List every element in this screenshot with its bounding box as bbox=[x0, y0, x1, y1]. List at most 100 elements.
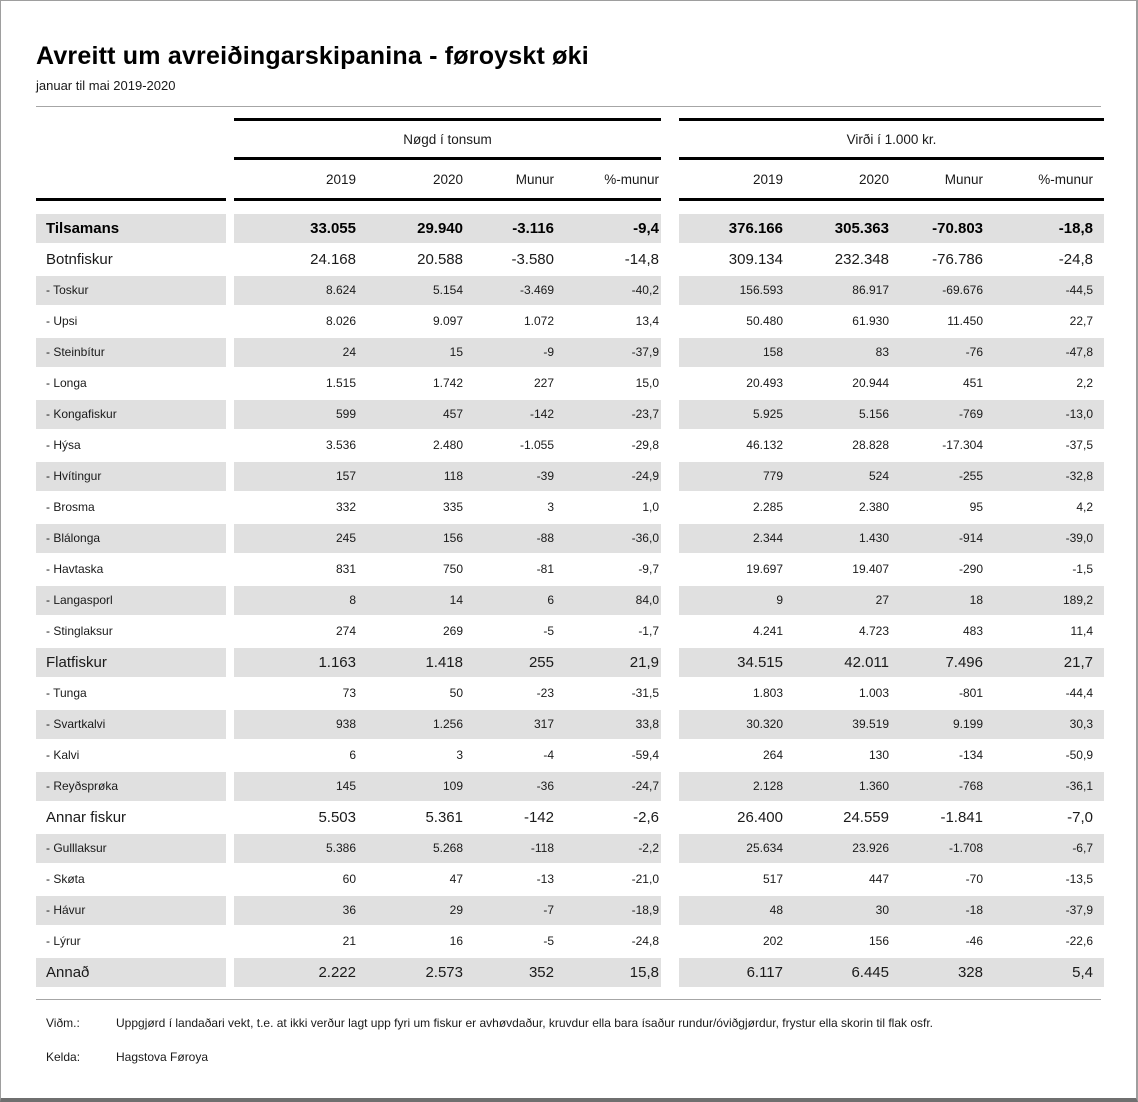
cell: 1.515 bbox=[325, 376, 356, 390]
header-gap bbox=[226, 118, 234, 201]
row-gap bbox=[226, 710, 234, 739]
row-gap bbox=[226, 648, 234, 677]
table-header: Nøgd í tonsum 2019 2020 Munur %-munur Vi… bbox=[36, 118, 1104, 201]
cell: 20.588 bbox=[417, 251, 463, 268]
cell: 24 bbox=[342, 345, 356, 359]
row-values-value: 779 524 -255 -32,8 bbox=[679, 462, 1104, 491]
cell: -1.055 bbox=[519, 438, 554, 452]
cell: 36 bbox=[342, 903, 356, 917]
cell: 227 bbox=[533, 376, 554, 390]
cell: -18 bbox=[965, 903, 983, 917]
row-values-value: 264 130 -134 -50,9 bbox=[679, 741, 1104, 770]
cell: 5.268 bbox=[432, 841, 463, 855]
cell: -3.469 bbox=[519, 283, 554, 297]
cell: -134 bbox=[958, 748, 983, 762]
row-gap bbox=[226, 369, 234, 398]
table-row: - Langasporl 8 14 6 84,0 9 27 18 189,2 bbox=[36, 586, 1104, 615]
cell: -24,7 bbox=[631, 779, 659, 793]
row-values-tons: 332 335 3 1,0 bbox=[234, 493, 661, 522]
cell: -47,8 bbox=[1065, 345, 1093, 359]
column-header: 2019 bbox=[325, 172, 356, 187]
cell: -13 bbox=[536, 872, 554, 886]
group-label-value: Virði í 1.000 kr. bbox=[679, 121, 1104, 160]
cell: -6,7 bbox=[1072, 841, 1093, 855]
table-row: - Longa 1.515 1.742 227 15,0 20.493 20.944 451 2… bbox=[36, 369, 1101, 398]
row-gap bbox=[226, 307, 234, 336]
row-label: - Upsi bbox=[46, 314, 78, 328]
row-gap bbox=[661, 276, 679, 305]
table-row: - Lýrur 21 16 -5 -24,8 202 156 -46 -22,6 bbox=[36, 927, 1101, 956]
cell: -2,2 bbox=[638, 841, 659, 855]
cell: 2.573 bbox=[425, 964, 463, 981]
row-gap bbox=[226, 276, 234, 305]
footnote-row: Viðm.: Uppgjørd í landaðari vekt, t.e. a… bbox=[36, 1016, 1101, 1031]
cell: 23.926 bbox=[852, 841, 889, 855]
row-gap bbox=[661, 834, 679, 863]
row-gap bbox=[226, 524, 234, 553]
cell: 21,7 bbox=[1063, 654, 1093, 671]
cell: 9.097 bbox=[432, 314, 463, 328]
page-title: Avreitt um avreiðingarskipanina - føroys… bbox=[36, 42, 589, 70]
row-label: Annað bbox=[36, 958, 226, 987]
row-values-value: 1.803 1.003 -801 -44,4 bbox=[679, 679, 1104, 708]
row-values-tons: 36 29 -7 -18,9 bbox=[234, 896, 661, 925]
row-gap bbox=[226, 493, 234, 522]
row-values-value: 30.320 39.519 9.199 30,3 bbox=[679, 710, 1104, 739]
cell: 309.134 bbox=[728, 251, 783, 268]
column-header: 2020 bbox=[432, 172, 463, 187]
row-values-tons: 274 269 -5 -1,7 bbox=[234, 617, 661, 646]
row-values-value: 2.344 1.430 -914 -39,0 bbox=[679, 524, 1104, 553]
cell: 750 bbox=[442, 562, 463, 576]
cell: 483 bbox=[962, 624, 983, 638]
cell: 145 bbox=[335, 779, 356, 793]
row-label: Flatfiskur bbox=[36, 648, 226, 677]
row-values-tons: 24.168 20.588 -3.580 -14,8 bbox=[234, 245, 661, 274]
cell: -1,7 bbox=[638, 624, 659, 638]
row-values-tons: 831 750 -81 -9,7 bbox=[234, 555, 661, 584]
cell: 2,2 bbox=[1076, 376, 1093, 390]
header-divider bbox=[36, 106, 1101, 107]
cell: 22,7 bbox=[1069, 314, 1093, 328]
cell: -14,8 bbox=[624, 251, 659, 268]
cell: -70.803 bbox=[932, 220, 983, 237]
cell: 109 bbox=[442, 779, 463, 793]
cell: -76 bbox=[965, 345, 983, 359]
cell: 157 bbox=[335, 469, 356, 483]
row-label: - Longa bbox=[46, 376, 87, 390]
cell: -22,6 bbox=[1065, 934, 1093, 948]
cell: 5.925 bbox=[752, 407, 783, 421]
column-header: Munur bbox=[944, 172, 983, 187]
cell: -142 bbox=[523, 809, 554, 826]
cell: 5.386 bbox=[325, 841, 356, 855]
table-row: - Reyðsprøka 145 109 -36 -24,7 2.128 1.360 -768… bbox=[36, 772, 1104, 801]
cell: -1.708 bbox=[948, 841, 983, 855]
table-row: - Brosma 332 335 3 1,0 2.285 2.380 95 4,2 bbox=[36, 493, 1101, 522]
cell: -7 bbox=[543, 903, 554, 917]
cell: 1.163 bbox=[318, 654, 356, 671]
cell: 8 bbox=[349, 593, 356, 607]
cell: 332 bbox=[335, 500, 356, 514]
table-row: - Tunga 73 50 -23 -31,5 1.803 1.003 -801 -44,4 bbox=[36, 679, 1101, 708]
cell: -59,4 bbox=[631, 748, 659, 762]
row-label: - Reyðsprøka bbox=[36, 772, 226, 801]
row-label: - Blálonga bbox=[36, 524, 226, 553]
column-header: %-munur bbox=[1038, 172, 1093, 187]
row-gap bbox=[661, 524, 679, 553]
table-row: - Hávur 36 29 -7 -18,9 48 30 -18 -37,9 bbox=[36, 896, 1104, 925]
cell: -24,9 bbox=[631, 469, 659, 483]
cell: 6.445 bbox=[851, 964, 889, 981]
row-gap bbox=[661, 648, 679, 677]
cell: 5.361 bbox=[425, 809, 463, 826]
row-values-tons: 157 118 -39 -24,9 bbox=[234, 462, 661, 491]
row-gap bbox=[661, 772, 679, 801]
row-label: Tilsamans bbox=[36, 214, 226, 243]
cell: 328 bbox=[957, 964, 983, 981]
row-gap bbox=[661, 679, 679, 708]
footnote-label: Viðm.: bbox=[46, 1016, 80, 1030]
table-row: Botnfiskur 24.168 20.588 -3.580 -14,8 309.134… bbox=[36, 245, 1101, 274]
cell: 30,3 bbox=[1069, 717, 1093, 731]
cell: -2,6 bbox=[633, 809, 659, 826]
row-label: - Hvítingur bbox=[36, 462, 226, 491]
row-gap bbox=[661, 803, 679, 832]
cell: 29 bbox=[449, 903, 463, 917]
